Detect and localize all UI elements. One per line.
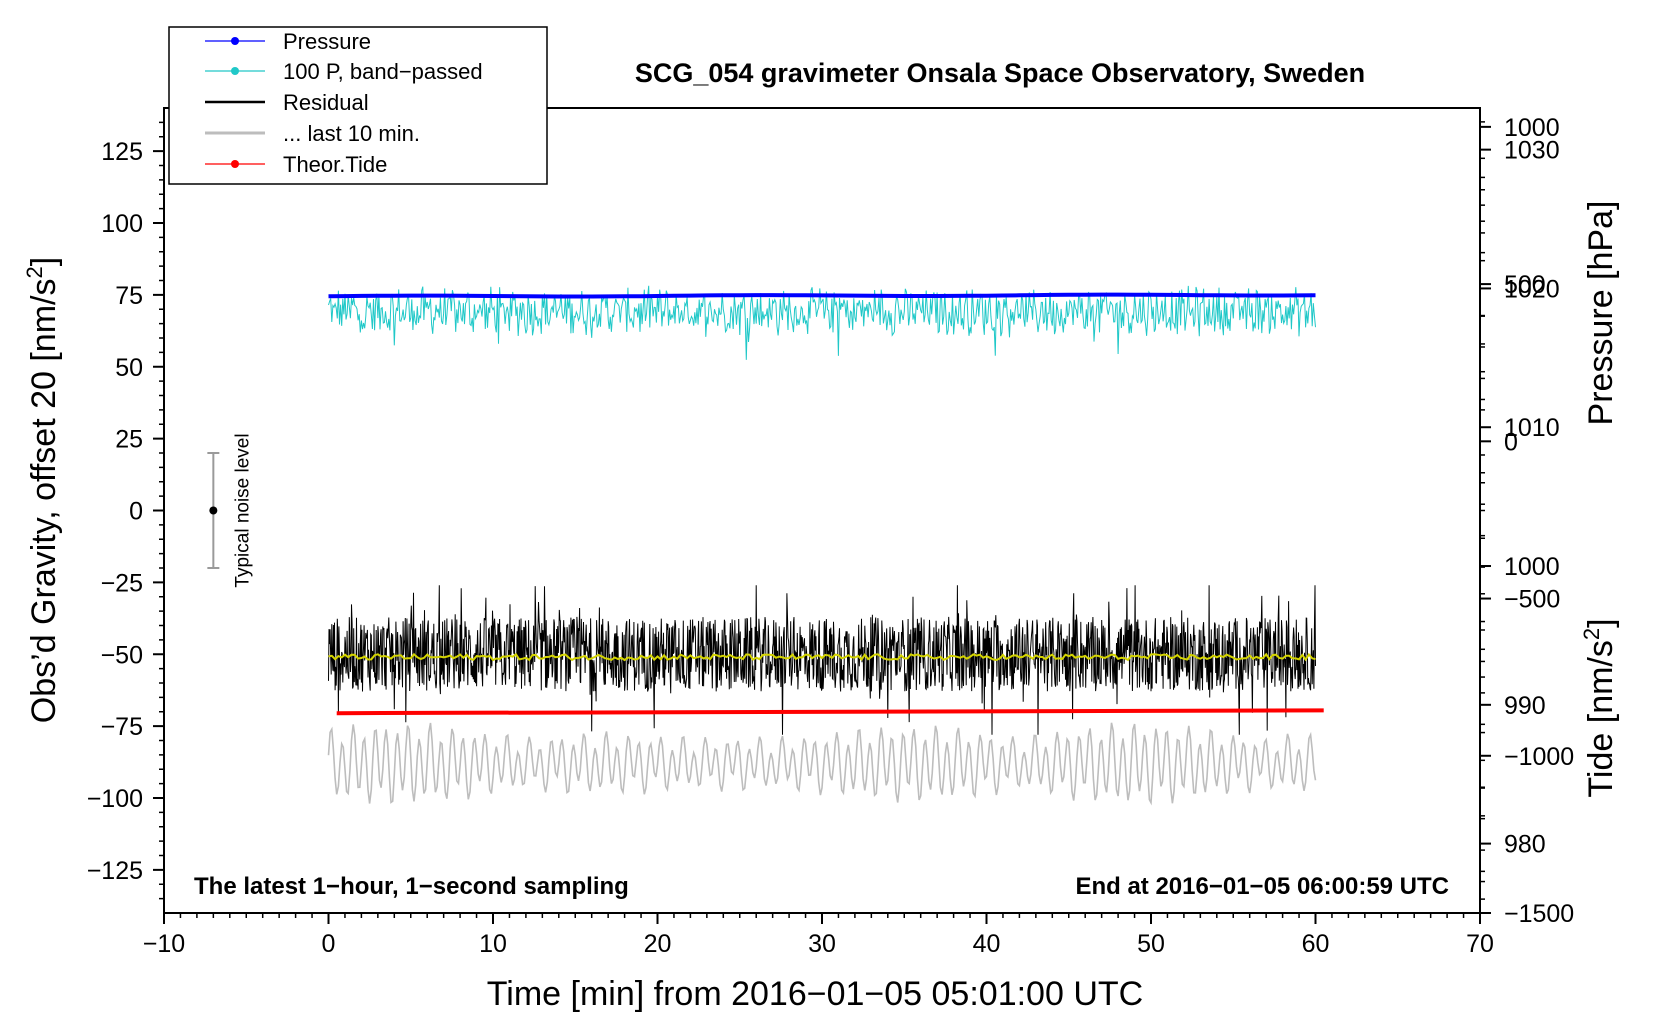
tide-tick-label: −1000 bbox=[1504, 743, 1574, 771]
y-axis-label-tide-tail: ] bbox=[1582, 618, 1620, 627]
x-tick-label: 30 bbox=[808, 930, 836, 958]
pressure-tick-label: 1000 bbox=[1504, 553, 1560, 581]
y-left-tick-label: −125 bbox=[87, 857, 143, 885]
y-axis-label-left-sup: 2 bbox=[22, 266, 47, 278]
series-last-10-min bbox=[327, 722, 1317, 806]
x-tick-label: 60 bbox=[1302, 930, 1330, 958]
legend-label: Residual bbox=[283, 90, 369, 115]
pressure-tick-label: 990 bbox=[1504, 692, 1546, 720]
tide-tick-label: 0 bbox=[1504, 428, 1518, 456]
y-left-tick-label: −100 bbox=[87, 785, 143, 813]
y-left-tick-label: 25 bbox=[115, 426, 143, 454]
noise-bar-center-dot bbox=[209, 506, 218, 515]
legend-label: 100 P, band−passed bbox=[283, 59, 483, 84]
x-tick-label: 40 bbox=[973, 930, 1001, 958]
pressure-tick-label: 1010 bbox=[1504, 414, 1560, 442]
y-left-tick-label: 50 bbox=[115, 354, 143, 382]
y-axis-label-tide-main: Tide [nm/s bbox=[1582, 640, 1620, 797]
y-left-tick-label: −50 bbox=[101, 641, 143, 669]
tide-tick-label: −500 bbox=[1504, 586, 1560, 614]
x-tick-label: 10 bbox=[479, 930, 507, 958]
x-tick-label: 50 bbox=[1137, 930, 1165, 958]
series-bandpassed-pressure bbox=[328, 285, 1316, 360]
y-axis-label-left-main: Obs’d Gravity, offset 20 [nm/s bbox=[25, 279, 63, 724]
y-axis-label-pressure: Pressure [hPa] bbox=[1582, 201, 1620, 426]
y-axis-label-left: Obs’d Gravity, offset 20 [nm/s2] bbox=[22, 257, 63, 723]
x-tick-label: 20 bbox=[644, 930, 672, 958]
legend-box bbox=[168, 26, 548, 185]
y-left-tick-label: −25 bbox=[101, 569, 143, 597]
chart-title: SCG_054 gravimeter Onsala Space Observat… bbox=[635, 58, 1365, 88]
annotation-end-time: End at 2016−01−05 06:00:59 UTC bbox=[1075, 873, 1449, 900]
y-axis-label-left-tail: ] bbox=[25, 257, 63, 266]
series-residual bbox=[328, 585, 1316, 735]
tide-tick-label: 1000 bbox=[1504, 114, 1560, 142]
y-axis-label-tide: Tide [nm/s2] bbox=[1579, 618, 1620, 797]
legend: Pressure 100 P, band−passed Residual ... la… bbox=[168, 26, 548, 185]
series-pressure bbox=[328, 292, 1316, 299]
tide-tick-label: −1500 bbox=[1504, 900, 1574, 928]
y-left-tick-label: 100 bbox=[101, 210, 143, 238]
x-tick-label: 0 bbox=[322, 930, 336, 958]
noise-indicator: Typical noise level bbox=[207, 433, 253, 588]
x-axis-label: Time [min] from 2016−01−05 05:01:00 UTC bbox=[487, 975, 1143, 1013]
y-left-tick-label: 125 bbox=[101, 138, 143, 166]
legend-label: ... last 10 min. bbox=[283, 121, 420, 146]
series-residual-smoothed bbox=[328, 652, 1316, 662]
legend-marker bbox=[231, 160, 239, 168]
y-left-tick-label: −75 bbox=[101, 713, 143, 741]
tide-tick-label: 500 bbox=[1504, 271, 1546, 299]
legend-marker bbox=[231, 37, 239, 45]
noise-label: Typical noise level bbox=[232, 433, 253, 587]
pressure-tick-label: 1030 bbox=[1504, 137, 1560, 165]
x-tick-label: 70 bbox=[1466, 930, 1494, 958]
series-layer bbox=[327, 285, 1324, 806]
legend-label: Pressure bbox=[283, 29, 371, 54]
annotation-sampling: The latest 1−hour, 1−second sampling bbox=[194, 873, 629, 900]
y-axis-label-tide-sup: 2 bbox=[1579, 628, 1604, 640]
y-left-tick-label: 0 bbox=[129, 498, 143, 526]
x-tick-label: −10 bbox=[143, 930, 185, 958]
pressure-tick-label: 1020 bbox=[1504, 275, 1560, 303]
pressure-tick-label: 980 bbox=[1504, 831, 1546, 859]
y-left-tick-label: 75 bbox=[115, 282, 143, 310]
axes-layer: −10 0 10 20 30 40 50 60 70−125−100−75−50−2502550… bbox=[87, 114, 1575, 958]
legend-label: Theor.Tide bbox=[283, 152, 387, 177]
legend-marker bbox=[231, 67, 239, 75]
series-theoretical-tide bbox=[336, 708, 1324, 716]
